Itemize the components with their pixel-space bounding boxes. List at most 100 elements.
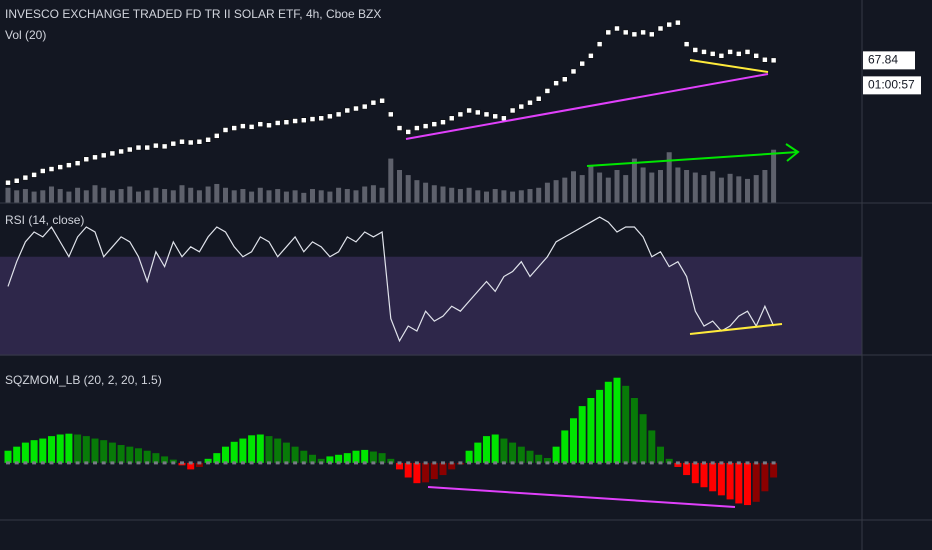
volume-bar	[75, 187, 81, 203]
candle	[83, 156, 90, 163]
squeeze-dot	[414, 461, 419, 465]
candle	[518, 103, 525, 110]
candle	[144, 144, 150, 151]
momentum-bar	[509, 442, 517, 463]
rsi-title: RSI (14, close)	[5, 213, 84, 227]
momentum-bar	[343, 453, 351, 463]
squeeze-dot	[754, 461, 759, 465]
momentum-bar	[683, 462, 691, 476]
candle	[22, 174, 29, 181]
momentum-bar	[570, 418, 577, 463]
candle	[266, 122, 272, 129]
volume-bar	[336, 187, 342, 203]
volume-bar	[518, 190, 524, 203]
volume-bar	[440, 186, 446, 203]
arrow-head	[785, 143, 800, 162]
candle	[622, 29, 629, 36]
squeeze-dot	[336, 461, 341, 465]
candle	[118, 148, 124, 155]
candle	[379, 97, 385, 104]
squeeze-dot	[745, 461, 750, 465]
candle	[596, 41, 603, 47]
squeeze-dot	[188, 461, 193, 465]
squeeze-dot	[388, 461, 393, 465]
candle	[736, 51, 742, 57]
momentum-bar	[91, 438, 99, 463]
squeeze-dot	[710, 461, 715, 465]
candle	[544, 88, 551, 94]
squeeze-dot	[571, 461, 576, 465]
volume-bar	[344, 189, 350, 203]
volume-bar	[614, 170, 620, 203]
squeeze-dot	[127, 461, 132, 465]
volume-bar	[745, 178, 750, 203]
squeeze-dot	[301, 461, 306, 465]
candle	[153, 142, 159, 149]
candle	[649, 31, 655, 38]
volume-bar	[118, 189, 124, 203]
squeeze-dot	[658, 461, 663, 465]
candle	[327, 113, 333, 120]
volume-bar	[466, 187, 472, 203]
candle	[701, 49, 707, 55]
volume-bar	[275, 189, 281, 203]
candle	[135, 144, 142, 151]
volume-bar	[205, 186, 211, 203]
trend-line	[586, 151, 799, 167]
volume-bar	[562, 177, 568, 203]
volume-bar	[640, 167, 646, 203]
volume-bar	[144, 190, 150, 203]
momentum-bar	[483, 436, 490, 463]
squeeze-dot	[736, 461, 741, 465]
momentum-bar	[430, 462, 438, 480]
momentum-bar	[657, 446, 664, 463]
volume-bar	[362, 186, 368, 203]
countdown: 01:00:57	[868, 78, 915, 92]
volume-bar	[127, 186, 133, 203]
volume-bar	[414, 180, 420, 203]
squeeze-dot	[449, 461, 454, 465]
candle	[196, 138, 203, 145]
candle	[13, 177, 20, 184]
momentum-bar	[248, 435, 256, 463]
momentum-bar	[361, 449, 369, 463]
momentum-bar	[326, 456, 334, 463]
volume-bar	[266, 190, 272, 203]
volume-bar	[431, 185, 437, 203]
squeeze-dot	[693, 461, 698, 465]
candle	[501, 115, 507, 122]
squeeze-dot	[171, 461, 176, 465]
squeeze-dot	[93, 461, 97, 465]
squeeze-dot	[14, 461, 19, 465]
momentum-bar	[535, 454, 543, 463]
candle	[274, 120, 281, 126]
squeeze-dot	[214, 461, 219, 465]
volume-bar	[170, 190, 176, 203]
momentum-bar	[13, 446, 21, 463]
candle	[283, 119, 290, 125]
momentum-bar	[335, 454, 343, 463]
momentum-bar	[135, 448, 142, 463]
candle	[762, 56, 768, 63]
momentum-bar	[56, 434, 64, 463]
volume-bar	[588, 164, 594, 203]
momentum-bar	[735, 462, 743, 504]
squeeze-dot	[319, 461, 324, 465]
candle	[683, 41, 690, 47]
squeeze-dot	[380, 461, 385, 465]
volume-bar	[527, 189, 533, 203]
candle	[187, 139, 194, 146]
squeeze-dot	[258, 461, 263, 465]
candle	[492, 113, 498, 120]
squeeze-dot	[554, 461, 559, 465]
volume-bar	[666, 152, 672, 203]
candle	[709, 51, 716, 57]
momentum-bar	[21, 442, 29, 463]
volume-bar	[101, 187, 107, 203]
axes: 67.84 01:00:57	[863, 51, 921, 95]
squeeze-dot	[684, 461, 689, 465]
candle	[675, 19, 681, 26]
volume-bar	[484, 191, 489, 203]
volume-bar	[40, 190, 46, 203]
